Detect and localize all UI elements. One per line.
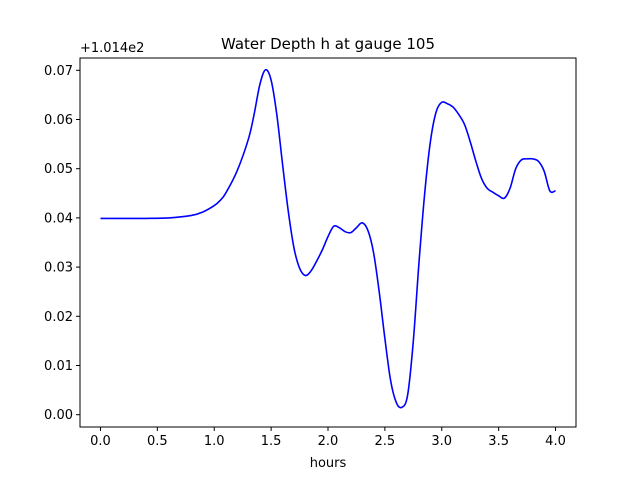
x-tick-label: 1.0	[204, 434, 225, 449]
y-axis: 0.00 0.01 0.02 0.03 0.04 0.05 0.06 0.07	[44, 64, 80, 423]
y-tick-label: 0.05	[44, 162, 73, 177]
y-offset-label: +1.014e2	[80, 41, 144, 56]
x-tick-label: 1.5	[261, 434, 282, 449]
plot-area	[100, 68, 556, 409]
x-tick-label: 0.5	[147, 434, 168, 449]
y-tick-label: 0.06	[44, 113, 73, 128]
y-tick-label: 0.02	[44, 310, 73, 325]
y-tick-label: 0.03	[44, 261, 73, 276]
x-axis-label: hours	[310, 456, 347, 471]
y-tick-label: 0.01	[44, 359, 73, 374]
x-tick-label: 0.0	[90, 434, 111, 449]
x-axis: 0.0 0.5 1.0 1.5 2.0 2.5 3.0 3.5 4.0	[90, 427, 566, 449]
x-tick-label: 2.0	[318, 434, 339, 449]
x-tick-label: 2.5	[375, 434, 396, 449]
x-tick-label: 3.5	[488, 434, 509, 449]
y-tick-label: 0.04	[44, 211, 73, 226]
series-line	[100, 68, 556, 409]
y-tick-label: 0.07	[44, 64, 73, 79]
y-tick-label: 0.00	[44, 408, 73, 423]
x-tick-label: 4.0	[545, 434, 566, 449]
x-tick-label: 3.0	[431, 434, 452, 449]
chart-title: Water Depth h at gauge 105	[221, 35, 435, 53]
